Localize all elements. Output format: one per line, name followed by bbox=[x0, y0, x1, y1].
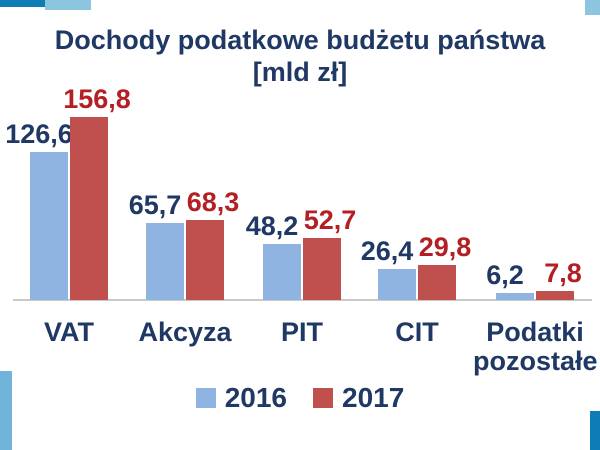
value-label-2017-akcyza: 68,3 bbox=[186, 187, 240, 217]
category-label-akcyza: Akcyza bbox=[138, 317, 232, 347]
bar-2016-pit bbox=[263, 244, 301, 300]
top-left-accent-bar bbox=[0, 0, 48, 7]
bottom-left-accent-strip bbox=[0, 371, 12, 450]
value-label-2017-cit: 29,8 bbox=[418, 232, 472, 262]
category-label-podatki-pozostałe: Podatki pozostałe bbox=[473, 317, 598, 376]
value-label-2017-podatki-pozostałe: 7,8 bbox=[544, 258, 582, 288]
value-label-2017-vat: 156,8 bbox=[63, 84, 131, 114]
top-right-accent-square bbox=[585, 0, 600, 15]
bar-2016-cit bbox=[378, 269, 416, 300]
top-left-accent-rect bbox=[45, 0, 91, 10]
legend-swatch-2016 bbox=[195, 388, 216, 408]
bar-2017-cit bbox=[418, 265, 456, 300]
legend-swatch-2017 bbox=[313, 388, 333, 408]
bar-2016-podatki-pozostałe bbox=[496, 293, 534, 300]
bar-2017-podatki-pozostałe bbox=[536, 291, 574, 300]
value-label-2016-cit: 26,4 bbox=[360, 236, 414, 266]
value-label-2016-akcyza: 65,7 bbox=[128, 190, 182, 220]
bottom-right-accent-bar bbox=[590, 411, 600, 450]
value-label-2016-podatki-pozostałe: 6,2 bbox=[486, 260, 524, 290]
category-label-pit: PIT bbox=[280, 317, 323, 347]
legend-label-2017: 2017 bbox=[342, 382, 405, 413]
value-label-2017-pit: 52,7 bbox=[303, 205, 357, 235]
legend-label-2016: 2016 bbox=[224, 382, 287, 413]
bar-2017-vat bbox=[70, 117, 108, 300]
chart-title: Dochody podatkowe budżetu państwa [mld z… bbox=[0, 24, 600, 88]
legend: 2016 2017 bbox=[0, 384, 600, 412]
chart-title-line1: Dochody podatkowe budżetu państwa bbox=[54, 25, 546, 55]
bar-2016-akcyza bbox=[146, 223, 184, 300]
bar-2017-pit bbox=[303, 238, 341, 300]
value-label-2016-vat: 126,6 bbox=[5, 119, 73, 149]
legend-item-2016: 2016 bbox=[195, 382, 287, 413]
legend-item-2017: 2017 bbox=[313, 384, 404, 412]
category-label-vat: VAT bbox=[44, 317, 94, 347]
category-label-cit: CIT bbox=[395, 317, 439, 347]
value-label-2016-pit: 48,2 bbox=[245, 211, 299, 241]
bar-2016-vat bbox=[30, 152, 68, 300]
chart-title-line2: [mld zł] bbox=[252, 57, 348, 87]
x-axis-line bbox=[13, 299, 592, 301]
bar-2017-akcyza bbox=[186, 220, 224, 300]
